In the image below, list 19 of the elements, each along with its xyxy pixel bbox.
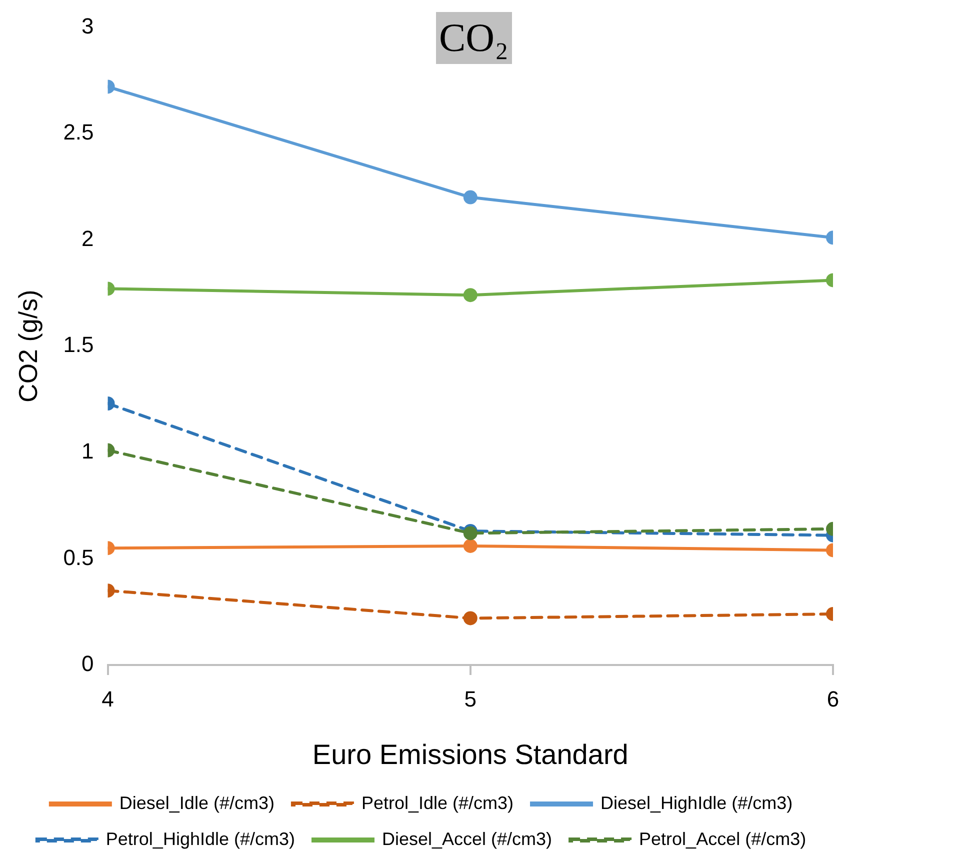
y-tick-label: 3 [82, 13, 94, 38]
y-tick-label: 1.5 [63, 332, 94, 358]
chart-title: CO₂ [436, 12, 512, 64]
legend-label: Petrol_Accel (#/cm3) [639, 828, 806, 849]
y-tick-label: 0.5 [63, 544, 94, 570]
x-tick-label: 5 [464, 686, 477, 712]
y-tick-label: 0 [82, 651, 94, 676]
legend-label: Diesel_Idle (#/cm3) [119, 792, 274, 813]
x-tick-label: 6 [826, 686, 840, 712]
y-tick-label: 2.5 [63, 120, 94, 145]
y-axis-title: CO2 (g/s) [12, 290, 43, 402]
legend-label: Diesel_HighIdle (#/cm3) [600, 792, 793, 813]
x-axis-title: Euro Emissions Standard [312, 738, 628, 770]
y-tick-label: 2 [82, 226, 94, 251]
legend-label: Diesel_Accel (#/cm3) [382, 828, 552, 849]
legend-label: Petrol_Idle (#/cm3) [361, 792, 514, 813]
y-tick-label: 1 [82, 438, 94, 464]
legend-label: Petrol_HighIdle (#/cm3) [106, 828, 295, 849]
x-tick-label: 4 [102, 686, 114, 712]
